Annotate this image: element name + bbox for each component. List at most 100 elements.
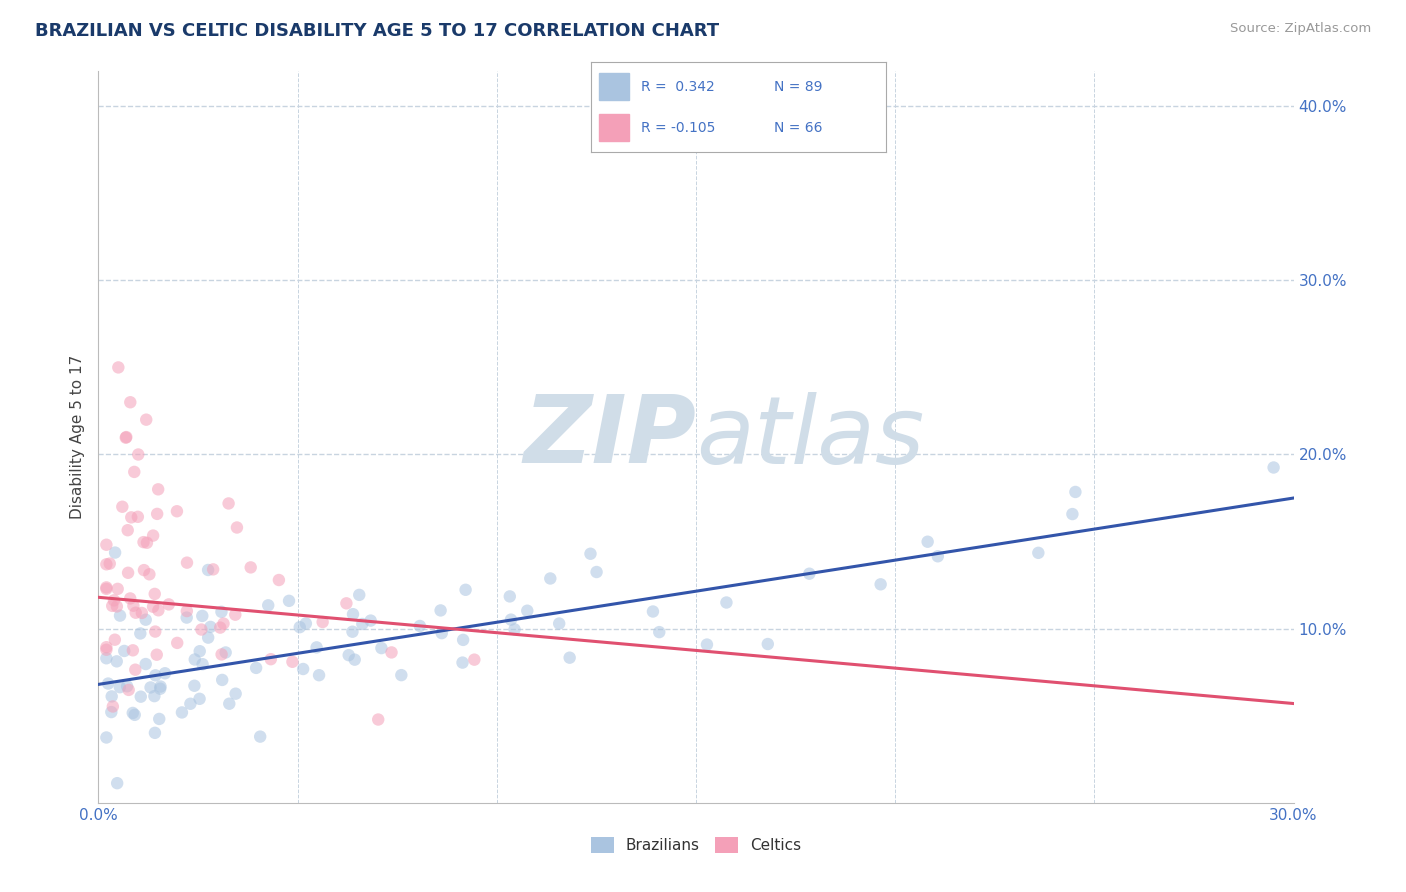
- Point: [245, 661, 267, 675]
- Point: [430, 626, 453, 640]
- Point: [103, 593, 125, 607]
- Point: [112, 644, 135, 658]
- Point: [200, 620, 222, 634]
- Point: [104, 545, 127, 559]
- Point: [107, 360, 129, 375]
- Point: [451, 632, 474, 647]
- Point: [756, 637, 779, 651]
- Point: [127, 509, 149, 524]
- Point: [281, 655, 304, 669]
- Point: [352, 617, 374, 632]
- Point: [132, 563, 155, 577]
- Point: [96, 581, 118, 595]
- Point: [558, 650, 581, 665]
- Point: [190, 623, 212, 637]
- Point: [132, 535, 155, 549]
- Point: [148, 603, 170, 617]
- Point: [226, 520, 249, 534]
- Point: [122, 643, 145, 657]
- Text: ZIP: ZIP: [523, 391, 696, 483]
- Point: [135, 412, 157, 426]
- Point: [111, 500, 134, 514]
- Point: [463, 653, 485, 667]
- Text: R =  0.342: R = 0.342: [641, 79, 714, 94]
- Point: [305, 640, 328, 655]
- Point: [218, 496, 240, 510]
- Point: [799, 566, 821, 581]
- Point: [224, 607, 246, 622]
- Point: [389, 668, 412, 682]
- Point: [170, 706, 193, 720]
- Text: Source: ZipAtlas.com: Source: ZipAtlas.com: [1230, 22, 1371, 36]
- Point: [124, 465, 146, 479]
- Point: [260, 652, 283, 666]
- Point: [96, 558, 118, 572]
- Point: [292, 662, 315, 676]
- Point: [499, 590, 522, 604]
- Point: [176, 610, 198, 624]
- Point: [105, 654, 128, 668]
- Point: [145, 648, 167, 662]
- Point: [869, 577, 891, 591]
- Point: [98, 557, 121, 571]
- Point: [214, 645, 236, 659]
- Point: [308, 668, 330, 682]
- Point: [538, 572, 561, 586]
- Point: [337, 648, 360, 662]
- Point: [96, 538, 118, 552]
- Point: [188, 691, 211, 706]
- Point: [139, 681, 162, 695]
- Point: [202, 562, 225, 576]
- Point: [295, 616, 318, 631]
- Point: [122, 599, 145, 613]
- Point: [212, 616, 235, 631]
- Point: [149, 681, 172, 696]
- Point: [148, 483, 170, 497]
- Point: [124, 663, 146, 677]
- Point: [585, 565, 607, 579]
- Point: [100, 705, 122, 719]
- Point: [105, 599, 128, 614]
- Point: [108, 680, 131, 694]
- Point: [143, 624, 166, 639]
- Point: [548, 616, 571, 631]
- Point: [97, 676, 120, 690]
- Point: [146, 507, 169, 521]
- Legend: Brazilians, Celtics: Brazilians, Celtics: [583, 830, 808, 861]
- Point: [96, 640, 118, 655]
- Point: [367, 713, 389, 727]
- Point: [267, 573, 290, 587]
- Point: [1062, 507, 1084, 521]
- Point: [101, 699, 124, 714]
- Point: [503, 623, 526, 637]
- Point: [370, 641, 392, 656]
- Point: [696, 638, 718, 652]
- Point: [125, 606, 148, 620]
- Point: [127, 448, 149, 462]
- Point: [115, 430, 138, 444]
- Point: [117, 523, 139, 537]
- Y-axis label: Disability Age 5 to 17: Disability Age 5 to 17: [69, 355, 84, 519]
- Point: [516, 604, 538, 618]
- Point: [120, 510, 142, 524]
- Text: N = 89: N = 89: [773, 79, 823, 94]
- Point: [191, 657, 214, 672]
- Point: [136, 535, 159, 549]
- Point: [108, 608, 131, 623]
- Point: [191, 608, 214, 623]
- Point: [1028, 546, 1050, 560]
- Point: [105, 776, 128, 790]
- Point: [1064, 485, 1087, 500]
- Point: [311, 615, 333, 629]
- Point: [96, 651, 118, 665]
- Point: [454, 582, 477, 597]
- Point: [360, 614, 382, 628]
- Point: [131, 606, 153, 620]
- Point: [129, 690, 152, 704]
- Point: [342, 624, 364, 639]
- Point: [211, 673, 233, 687]
- FancyBboxPatch shape: [599, 73, 628, 100]
- Point: [579, 547, 602, 561]
- Point: [380, 645, 402, 659]
- Point: [138, 567, 160, 582]
